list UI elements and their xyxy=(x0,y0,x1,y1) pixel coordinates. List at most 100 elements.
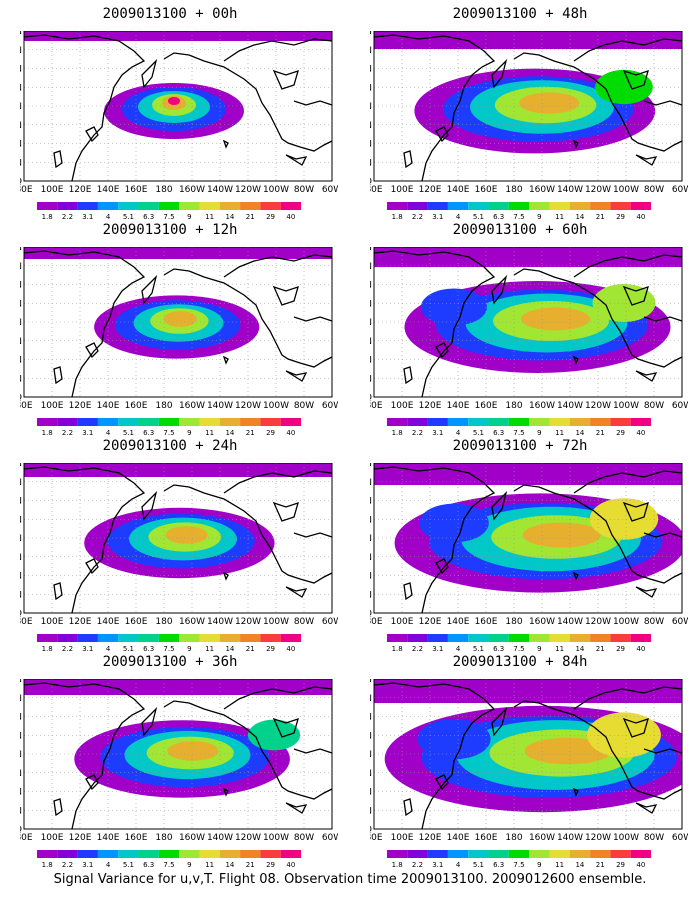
colorbar-label: 1.8 xyxy=(392,213,403,220)
colorbar-label: 40 xyxy=(286,645,295,652)
lat-tick-label: 70N xyxy=(20,478,22,488)
lat-tick-label: 50N xyxy=(370,299,372,309)
colorbar-label: 6.3 xyxy=(143,645,154,652)
colorbar-swatch xyxy=(118,418,139,426)
lat-tick-label: 20N xyxy=(370,356,372,366)
lon-tick-label: 80W xyxy=(294,617,314,627)
colorbar-label: 2.2 xyxy=(412,861,423,868)
colorbar-swatch xyxy=(77,418,98,426)
lat-tick-label: 80N xyxy=(20,463,22,469)
colorbar-swatch xyxy=(280,202,301,210)
coastline xyxy=(622,717,649,738)
lon-tick-label: 100E xyxy=(41,401,64,411)
lat-tick-label: EQ xyxy=(370,825,372,835)
lon-tick-label: 160W xyxy=(529,185,555,195)
variance-contour xyxy=(592,284,656,322)
colorbar-swatch xyxy=(569,202,591,210)
lon-tick-label: 80W xyxy=(644,401,664,411)
colorbar-swatch xyxy=(37,418,58,426)
lon-tick-label: 60W xyxy=(322,185,338,195)
colorbar-label: 40 xyxy=(636,645,645,652)
coastline xyxy=(85,342,99,359)
lat-tick-label: EQ xyxy=(20,393,22,403)
lon-tick-label: 140W xyxy=(207,833,233,843)
lon-tick-label: 140E xyxy=(97,833,120,843)
colorbar-label: 7.5 xyxy=(163,861,174,868)
lat-tick-label: 10N xyxy=(20,806,22,816)
lon-tick-label: 120W xyxy=(585,833,611,843)
lon-tick-label: 60W xyxy=(322,401,338,411)
coastline xyxy=(435,774,449,791)
lon-tick-label: 180 xyxy=(155,617,172,627)
colorbar-swatch xyxy=(569,634,591,642)
lon-tick-label: 140E xyxy=(97,401,120,411)
lon-tick-label: 100W xyxy=(263,833,289,843)
colorbar-swatch xyxy=(549,202,570,210)
colorbar-swatch xyxy=(158,850,180,858)
lon-tick-label: 120W xyxy=(235,833,261,843)
lon-tick-label: 60W xyxy=(322,833,338,843)
coastline xyxy=(222,139,229,149)
colorbar-swatch xyxy=(158,634,180,642)
lon-tick-label: 80E xyxy=(20,833,33,843)
colorbar-label: 9 xyxy=(537,213,541,220)
colorbar-swatch xyxy=(158,418,180,426)
lat-tick-label: 30N xyxy=(20,337,22,347)
colorbar-swatch xyxy=(37,850,58,858)
colorbar-swatch xyxy=(280,850,301,858)
lon-tick-label: 160E xyxy=(475,833,498,843)
variance-contour xyxy=(421,288,487,326)
coastline xyxy=(491,58,508,89)
coastline xyxy=(513,700,683,800)
coastline xyxy=(222,355,229,365)
lon-tick-label: 160W xyxy=(529,617,555,627)
colorbar-swatch xyxy=(529,202,550,210)
map-panel-48h: 2009013100 + 48h 80E 100E 120E 140E 160E 180 16… xyxy=(350,6,690,221)
colorbar-label: 4 xyxy=(456,645,461,652)
coastline xyxy=(293,100,333,106)
variance-contour xyxy=(419,503,489,543)
colorbar-swatch xyxy=(387,202,408,210)
colorbar: 1.8 2.2 3.1 4 5.1 6.3 7.5 9 11 14 21 29 40 xyxy=(387,850,651,868)
lat-tick-label: 50N xyxy=(20,299,22,309)
colorbar-label: 1.8 xyxy=(42,861,53,868)
map-panel-36h: 2009013100 + 36h 80E 100E 120E 140E 160E 180 16… xyxy=(0,654,340,869)
colorbar-label: 6.3 xyxy=(493,645,504,652)
lat-tick-label: 60N xyxy=(20,713,22,723)
colorbar-swatch xyxy=(97,202,119,210)
lon-tick-label: 180 xyxy=(155,401,172,411)
colorbar-swatch xyxy=(529,418,550,426)
lon-tick-label: 120E xyxy=(419,833,442,843)
colorbar-label: 2.2 xyxy=(62,213,73,220)
colorbar-swatch xyxy=(508,634,530,642)
lon-tick-label: 100E xyxy=(391,401,414,411)
lon-tick-label: 100W xyxy=(263,617,289,627)
coastline xyxy=(141,706,158,737)
panel-title: 2009013100 + 84h xyxy=(452,654,588,670)
colorbar-swatch xyxy=(77,202,98,210)
map-panel-12h: 2009013100 + 12h 80E 100E 120E 140E 160E 180 16… xyxy=(0,222,340,437)
coastline xyxy=(635,586,658,598)
colorbar-swatch xyxy=(387,634,408,642)
lon-tick-label: 100E xyxy=(41,833,64,843)
colorbar-swatch xyxy=(158,202,180,210)
colorbar-swatch xyxy=(77,634,98,642)
lat-tick-label: 40N xyxy=(370,102,372,112)
colorbar-label: 3.1 xyxy=(432,429,443,436)
colorbar-label: 14 xyxy=(225,645,234,652)
coastline xyxy=(513,52,683,152)
lon-tick-label: 140E xyxy=(447,401,470,411)
colorbar-label: 11 xyxy=(205,861,214,868)
lat-tick-label: 80N xyxy=(20,247,22,253)
colorbar-label: 7.5 xyxy=(513,429,524,436)
colorbar-label: 4 xyxy=(456,861,461,868)
variance-contour xyxy=(522,522,601,548)
colorbar-label: 40 xyxy=(636,213,645,220)
polar-variance-band xyxy=(24,463,332,477)
colorbar-label: 29 xyxy=(616,429,625,436)
lon-tick-label: 100E xyxy=(391,617,414,627)
lon-tick-label: 120E xyxy=(419,401,442,411)
colorbar-label: 3.1 xyxy=(432,645,443,652)
colorbar-label: 5.1 xyxy=(473,861,484,868)
